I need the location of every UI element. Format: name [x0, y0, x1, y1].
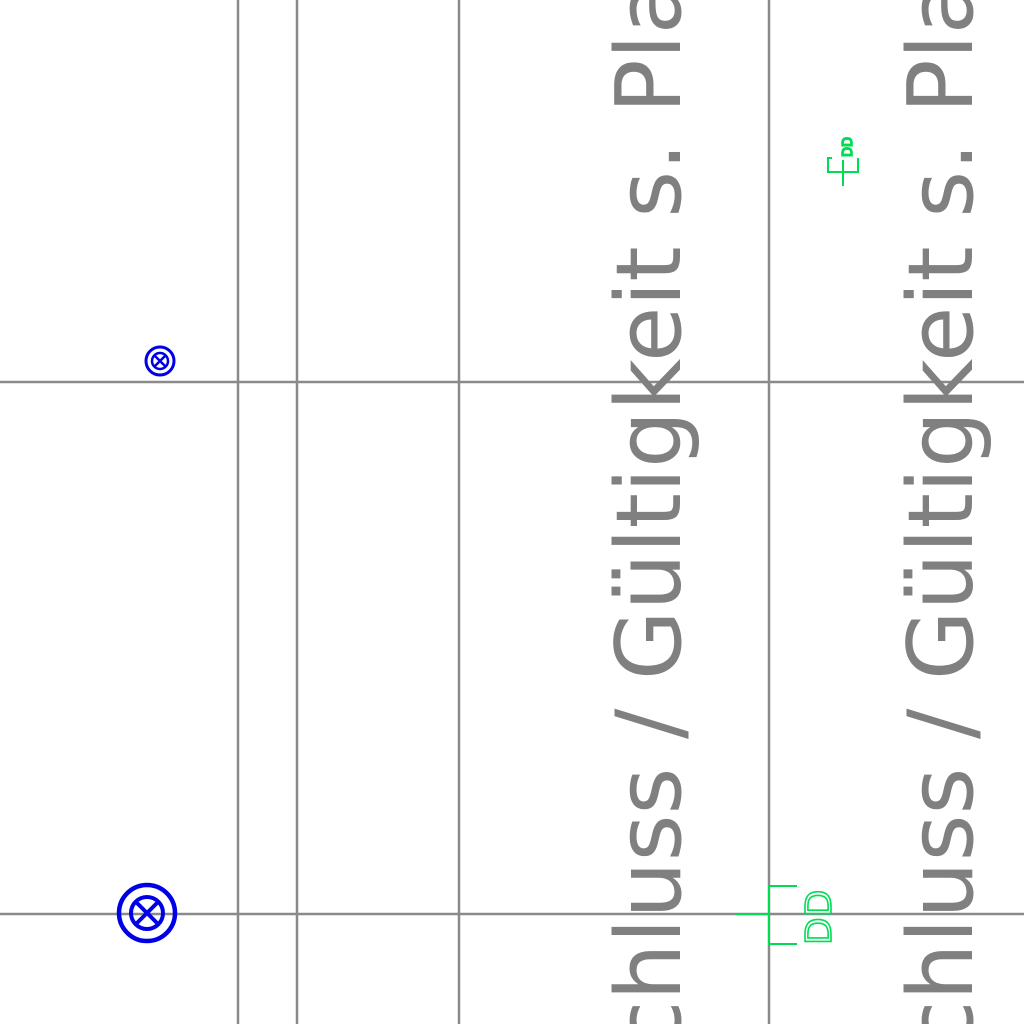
- circled-x-icon: [144, 345, 176, 377]
- bracket-marker-icon: DD: [736, 885, 841, 946]
- large-marker-label: DD: [799, 890, 840, 945]
- plan-annotation-text-2: chluss / Gültigkeit s. Plannu: [889, 0, 994, 1024]
- bracket-marker-icon: DD: [827, 136, 859, 186]
- small-marker-label: DD: [841, 137, 856, 157]
- circled-x-icon: [116, 882, 178, 944]
- plan-annotation-text-1: chluss / Gültigkeit s. Plannu: [597, 0, 702, 1024]
